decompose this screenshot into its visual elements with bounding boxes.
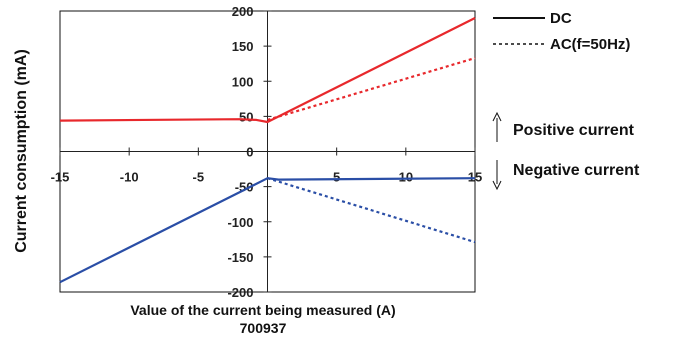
y-tick-label: -100 [227,215,253,230]
chart-caption: 700937 [240,320,287,336]
x-tick-label: 10 [399,170,413,185]
y-tick-label: -150 [227,250,253,265]
y-axis-label: Current consumption (mA) [13,49,30,253]
legend-ac-label: AC(f=50Hz) [550,36,630,53]
x-tick-label: -5 [193,170,205,185]
negative-current-label: Negative current [513,162,640,179]
x-tick-label: 15 [468,170,482,185]
x-axis-label: Value of the current being measured (A) [130,302,395,318]
y-tick-label: -200 [227,285,253,300]
series-line-neg-dc [59,177,476,284]
x-tick-label: -15 [51,170,70,185]
y-tick-label: 150 [232,39,254,54]
legend: DC AC(f=50Hz) [493,10,630,53]
x-tick-label: 5 [333,170,340,185]
series-line-neg-ac [267,177,476,244]
positive-current-label: Positive current [513,122,635,139]
y-tick-label: 0 [246,145,253,160]
down-arrow-icon [492,180,502,191]
series-line-pos-ac [267,57,476,121]
y-tick-label: 100 [232,74,254,89]
y-tick-label: -50 [235,180,254,195]
legend-dc-label: DC [550,10,572,27]
direction-annotation: Positive current Negative current [492,111,640,191]
series-line-pos-dc [59,17,476,124]
y-tick-label: 50 [239,109,253,124]
up-arrow-icon [492,111,502,122]
x-tick-label: -10 [120,170,139,185]
y-tick-label: 200 [232,4,254,19]
